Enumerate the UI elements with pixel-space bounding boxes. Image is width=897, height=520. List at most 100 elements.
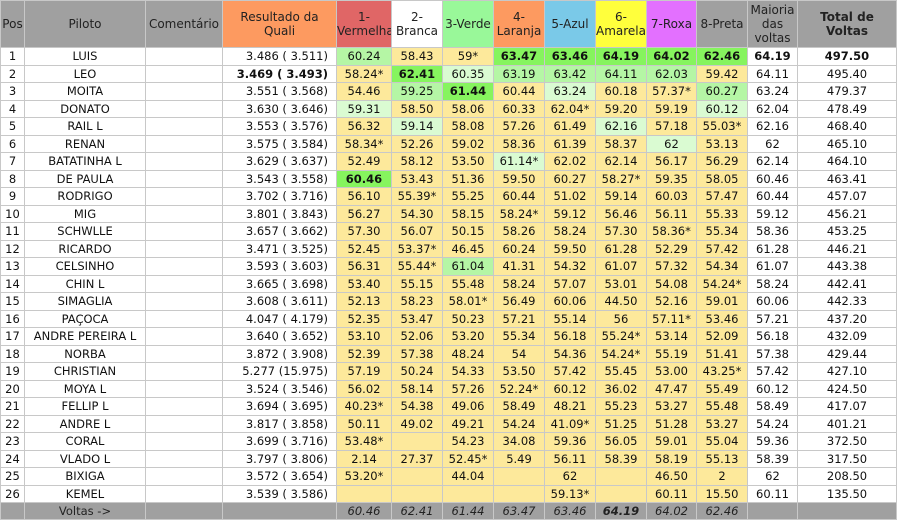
comment-cell: [145, 362, 223, 381]
position-cell: 24: [0, 449, 25, 468]
lap-cell: 53.01: [595, 274, 647, 293]
lap-cell: 60.44: [493, 82, 545, 101]
lap-cell: 55.48: [442, 274, 494, 293]
comment-cell: [145, 292, 223, 311]
lap-cell: 57.30: [336, 222, 392, 241]
lap-cell: 55.44*: [391, 257, 443, 276]
quali-result-cell: 3.543 ( 3.558): [222, 169, 337, 188]
lap-cell: 57.26: [442, 379, 494, 398]
driver-name-cell: RENAN: [24, 134, 146, 153]
lap-cell: 58.01*: [442, 292, 494, 311]
lap-cell: 58.27*: [595, 169, 647, 188]
lap-cell: 59.31: [336, 99, 392, 118]
lap-cell: 55.23: [595, 397, 647, 416]
column-header-13: Total de Voltas: [797, 0, 897, 48]
comment-cell: [145, 274, 223, 293]
lap-cell: 62: [646, 134, 697, 153]
driver-name-cell: KEMEL: [24, 484, 146, 503]
table-row: 15 SIMAGLIA 3.608 ( 3.611) 52.13 58.23 58.01*…: [0, 292, 897, 311]
column-header-1: Piloto: [24, 0, 146, 48]
best-lap-cell: 62.16: [747, 117, 798, 136]
lap-cell: [595, 467, 647, 486]
quali-result-cell: 3.629 ( 3.637): [222, 152, 337, 171]
lap-cell: 54.36: [544, 344, 596, 363]
lap-cell: 55.04: [696, 432, 748, 451]
best-lap-cell: 58.49: [747, 397, 798, 416]
column-header-0: Pos: [0, 0, 25, 48]
column-header-7: 4-Laranja: [493, 0, 545, 48]
table-row: 8 DE PAULA 3.543 ( 3.558) 60.46 53.43 51.36 59…: [0, 169, 897, 188]
lap-cell: 60.18: [595, 82, 647, 101]
footer-empty: [797, 502, 897, 520]
best-lap-cell: 57.21: [747, 309, 798, 328]
table-row: 3 MOITA 3.551 ( 3.568) 54.46 59.25 61.44 60.44…: [0, 82, 897, 101]
footer-best-lap: 61.44: [442, 502, 494, 520]
table-row: 24 VLADO L 3.797 ( 3.806) 2.14 27.37 52.45* 5.…: [0, 449, 897, 468]
lap-cell: 59.50: [493, 169, 545, 188]
driver-name-cell: BIXIGA: [24, 467, 146, 486]
lap-cell: 59.14: [391, 117, 443, 136]
driver-name-cell: RODRIGO: [24, 187, 146, 206]
lap-cell: 63.46: [544, 47, 596, 66]
column-header-9: 6-Amarela: [595, 0, 647, 48]
lap-cell: 56.32: [336, 117, 392, 136]
quali-result-cell: 3.694 ( 3.695): [222, 397, 337, 416]
lap-cell: 61.07: [595, 257, 647, 276]
comment-cell: [145, 239, 223, 258]
driver-name-cell: ANDRE L: [24, 414, 146, 433]
quali-result-cell: 3.572 ( 3.654): [222, 467, 337, 486]
footer-empty: [145, 502, 223, 520]
position-cell: 6: [0, 134, 25, 153]
lap-cell: 59.35: [646, 169, 697, 188]
lap-cell: 58.26: [493, 222, 545, 241]
table-row: 13 CELSINHO 3.593 ( 3.603) 56.31 55.44* 61.04…: [0, 257, 897, 276]
best-lap-cell: 54.24: [747, 414, 798, 433]
table-row: 12 RICARDO 3.471 ( 3.525) 52.45 53.37* 46.45 6…: [0, 239, 897, 258]
lap-cell: 60.27: [544, 169, 596, 188]
lap-cell: 36.02: [595, 379, 647, 398]
lap-cell: 57.38: [391, 344, 443, 363]
lap-cell: 53.40: [336, 274, 392, 293]
lap-cell: 55.25: [442, 187, 494, 206]
comment-cell: [145, 99, 223, 118]
lap-cell: 59.50: [544, 239, 596, 258]
best-lap-cell: 57.42: [747, 362, 798, 381]
lap-cell: 59.12: [544, 204, 596, 223]
lap-cell: 53.43: [391, 169, 443, 188]
comment-cell: [145, 467, 223, 486]
driver-name-cell: FELLIP L: [24, 397, 146, 416]
lap-cell: 64.19: [595, 47, 647, 66]
lap-cell: 55.13: [696, 449, 748, 468]
total-laps-cell: 429.44: [797, 344, 897, 363]
lap-cell: 58.39: [595, 449, 647, 468]
position-cell: 1: [0, 47, 25, 66]
footer-empty: [0, 502, 25, 520]
position-cell: 20: [0, 379, 25, 398]
table-row: 11 SCHWLLE 3.657 ( 3.662) 57.30 56.07 50.15 58…: [0, 222, 897, 241]
column-header-11: 8-Preta: [696, 0, 748, 48]
comment-cell: [145, 484, 223, 503]
driver-name-cell: NORBA: [24, 344, 146, 363]
lap-cell: [442, 484, 494, 503]
lap-cell: 55.45: [595, 362, 647, 381]
lap-cell: 56.02: [336, 379, 392, 398]
footer-empty: [747, 502, 798, 520]
lap-cell: 49.06: [442, 397, 494, 416]
lap-cell: 54.46: [336, 82, 392, 101]
lap-cell: 58.34*: [336, 134, 392, 153]
best-lap-cell: 63.24: [747, 82, 798, 101]
best-lap-cell: 60.12: [747, 379, 798, 398]
lap-cell: 57.37*: [646, 82, 697, 101]
lap-cell: 59.19: [646, 99, 697, 118]
lap-cell: 57.42: [696, 239, 748, 258]
position-cell: 25: [0, 467, 25, 486]
lap-cell: 52.29: [646, 239, 697, 258]
lap-cell: 56.27: [336, 204, 392, 223]
position-cell: 11: [0, 222, 25, 241]
lap-cell: 58.23: [391, 292, 443, 311]
comment-cell: [145, 309, 223, 328]
comment-cell: [145, 432, 223, 451]
total-laps-cell: 468.40: [797, 117, 897, 136]
position-cell: 18: [0, 344, 25, 363]
lap-cell: 57.21: [493, 309, 545, 328]
